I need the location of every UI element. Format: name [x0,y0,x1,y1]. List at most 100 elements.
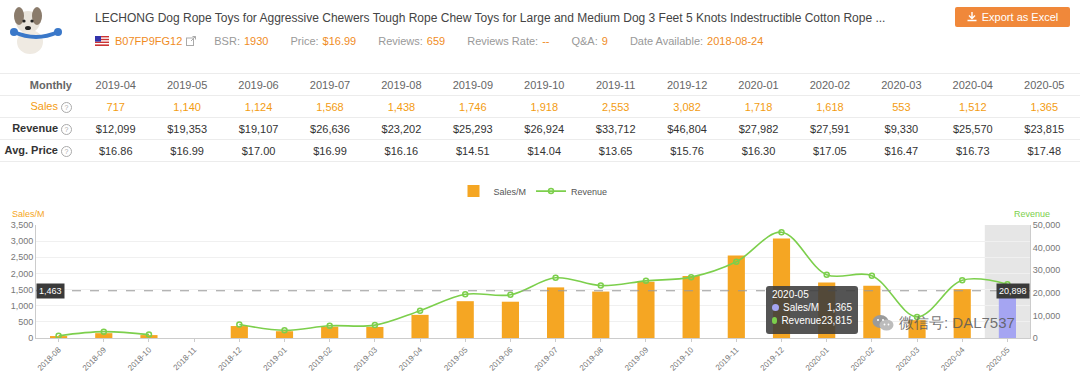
html-text:3,082: 3,082 [673,100,701,113]
svg-text:2019-03: 2019-03 [352,345,380,373]
svg-text:20,000: 20,000 [1033,288,1061,298]
html-text:$26,924: $26,924 [524,122,565,135]
html-text:Monthly: Monthly [29,78,72,91]
html-text:1,124: 1,124 [244,100,273,113]
svg-text:2,000: 2,000 [11,269,34,279]
html-text:1,918: 1,918 [530,100,558,113]
svg-text:30,000: 30,000 [1033,265,1061,275]
html-text:$15.76: $15.76 [670,144,704,157]
svg-text:2019-09: 2019-09 [623,345,651,373]
svg-text:2018-08: 2018-08 [36,345,64,373]
html-text:$25,293: $25,293 [452,122,493,135]
html-text:$12,099: $12,099 [95,122,136,135]
html-text:Sales: Sales [30,100,58,113]
html-text:微信号: DAL7537: 微信号: DAL7537 [899,313,1015,331]
html-text:LECHONG Dog Rope Toys for Aggr: LECHONG Dog Rope Toys for Aggressive Che… [95,11,886,25]
svg-text:3,000: 3,000 [11,236,34,246]
svg-text:2018-11: 2018-11 [172,345,199,372]
svg-text:2020-03: 2020-03 [894,345,922,373]
svg-text:2019-04: 2019-04 [397,345,425,373]
html-text:$26,636: $26,636 [310,122,350,135]
html-text:2019-09: 2019-09 [452,78,493,91]
html-text:1,568: 1,568 [316,100,344,113]
html-text:$9,330: $9,330 [884,122,919,135]
html-text:$46,804: $46,804 [667,122,707,135]
svg-text:2020-04: 2020-04 [939,345,967,373]
html-text:$23,202: $23,202 [381,122,422,135]
html-text:$16.99: $16.99 [313,144,347,157]
svg-text:2020-01: 2020-01 [804,345,832,373]
html-text:$17.00: $17.00 [241,144,276,157]
html-text:2019-04: 2019-04 [95,78,136,91]
html-text:Revenue: Revenue [12,122,58,135]
html-text:2020-02: 2020-02 [809,78,851,91]
html-text:1,718: 1,718 [744,100,773,113]
svg-text:2019-05: 2019-05 [442,345,470,373]
html-text:2019-10: 2019-10 [524,78,565,91]
html-text:$14.51: $14.51 [456,144,490,157]
svg-text:1,000: 1,000 [11,301,34,311]
html-text:1,365: 1,365 [1030,100,1058,113]
svg-text:Revenue: Revenue [571,187,607,197]
svg-text:2,500: 2,500 [11,252,34,262]
html-text:$16.86: $16.86 [98,144,133,157]
html-text:1,512: 1,512 [959,100,987,113]
svg-text:2019-01: 2019-01 [262,345,290,373]
html-text:$27,982: $27,982 [738,122,779,135]
html-text:Avg. Price: Avg. Price [4,144,58,157]
svg-text:10,000: 10,000 [1033,311,1061,321]
svg-text:3,500: 3,500 [11,220,34,230]
html-text:$23,815: $23,815 [1024,122,1065,135]
svg-text:40,000: 40,000 [1033,243,1061,253]
html-text:$19,107: $19,107 [238,122,279,135]
svg-text:20,898: 20,898 [999,286,1027,296]
html-text:$13.65: $13.65 [598,144,633,157]
html-text:2020-05: 2020-05 [1024,78,1065,91]
html-text:$16.30: $16.30 [741,144,776,157]
svg-text:2018-09: 2018-09 [81,345,109,373]
html-text:$16.16: $16.16 [384,144,419,157]
svg-text:2018-10: 2018-10 [126,345,154,373]
svg-text:2019-02: 2019-02 [307,345,335,373]
svg-text:Sales/M: Sales/M [494,187,527,197]
html-text:2020-03: 2020-03 [881,78,922,91]
html-text:2019-06: 2019-06 [238,78,279,91]
html-text:2019-05: 2019-05 [166,78,208,91]
svg-text:2019-08: 2019-08 [578,345,606,373]
html-text:1,746: 1,746 [459,100,487,113]
html-text:2019-08: 2019-08 [381,78,422,91]
html-text:2,553: 2,553 [601,100,630,113]
svg-text:1,500: 1,500 [11,285,34,295]
html-text:2020-01: 2020-01 [738,78,779,91]
svg-text:2019-11: 2019-11 [714,345,741,372]
svg-text:50,000: 50,000 [1033,220,1061,230]
svg-text:500: 500 [18,317,33,327]
html-text:717: 717 [106,100,125,113]
html-text:1,618: 1,618 [816,100,844,113]
html-text:2020-04: 2020-04 [952,78,993,91]
svg-text:0: 0 [28,333,33,343]
svg-text:Revenue: Revenue [1014,209,1050,219]
html-text:$16.99: $16.99 [170,144,204,157]
html-text:2019-11: 2019-11 [595,78,636,91]
html-text:2019-07: 2019-07 [309,78,351,91]
html-text:$14.04: $14.04 [527,144,562,157]
svg-text:2018-12: 2018-12 [216,345,244,373]
html-text:$19,353: $19,353 [167,122,207,135]
html-text:1,438: 1,438 [387,100,416,113]
svg-text:2019-07: 2019-07 [533,345,561,373]
svg-text:2019-10: 2019-10 [668,345,696,373]
html-text:$33,712: $33,712 [595,122,636,135]
svg-text:2020-05: 2020-05 [985,345,1013,373]
svg-text:1,463: 1,463 [39,286,62,296]
html-text:2019-12: 2019-12 [666,78,708,91]
html-text:1,140: 1,140 [173,100,201,113]
svg-text:2019-12: 2019-12 [759,345,787,373]
svg-text:2019-06: 2019-06 [488,345,516,373]
svg-text:Sales/M: Sales/M [12,209,45,219]
html-text:553: 553 [892,100,911,113]
html-text:$27,591: $27,591 [810,122,850,135]
svg-text:2020-02: 2020-02 [849,345,877,373]
html-text:$25,570: $25,570 [952,122,993,135]
svg-text:0: 0 [1033,333,1038,343]
